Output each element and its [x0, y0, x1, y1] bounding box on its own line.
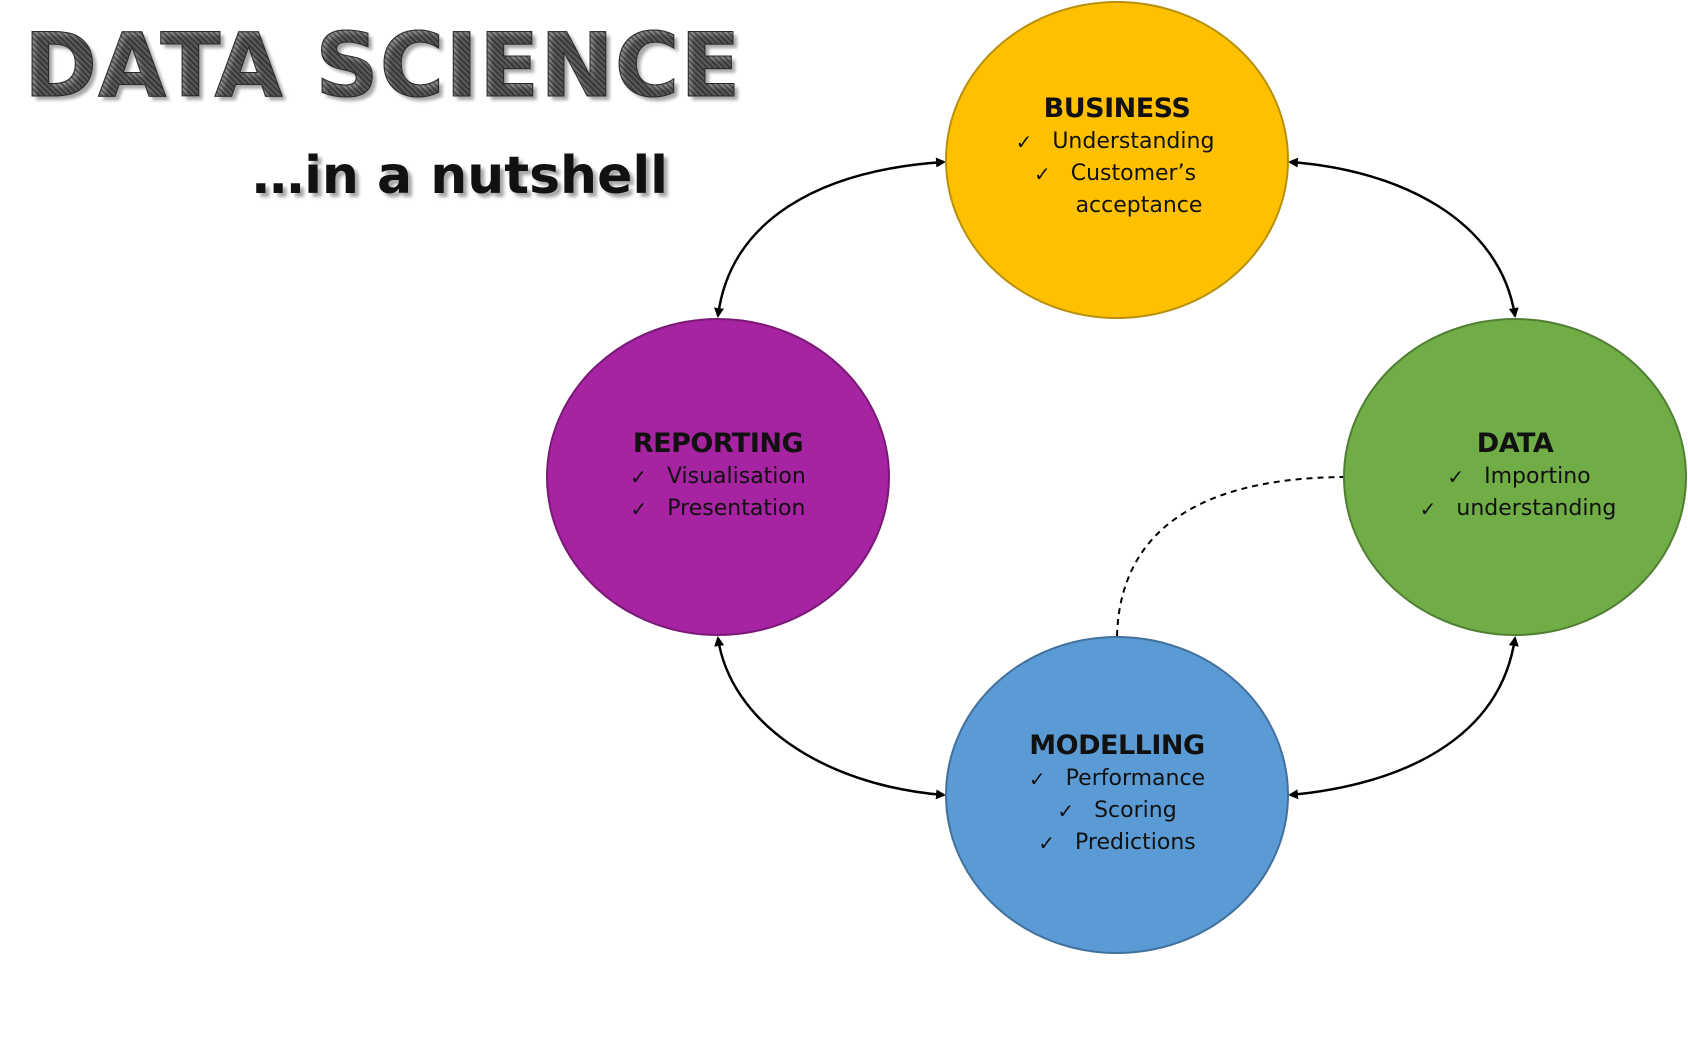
- reporting-title: REPORTING: [632, 428, 804, 459]
- modelling-item-label: Scoring: [1094, 798, 1177, 823]
- modelling-item-label: Predictions: [1075, 830, 1196, 855]
- data-item-label: Importino: [1484, 464, 1591, 489]
- cycle-diagram: [546, 1, 1687, 954]
- checkmark-icon: ✓: [1419, 497, 1437, 521]
- business-item: ✓ Customer’s: [1034, 158, 1196, 190]
- modelling-node: MODELLING ✓ Performance ✓ Scoring ✓ Pred…: [946, 729, 1288, 1047]
- checkmark-icon: ✓: [1033, 162, 1051, 186]
- modelling-circle: [945, 636, 1289, 954]
- modelling-item: ✓ Performance: [1029, 763, 1205, 795]
- checkmark-icon: ✓: [630, 497, 648, 521]
- reporting-item: ✓ Visualisation: [630, 461, 806, 493]
- modelling-item-label: Performance: [1065, 766, 1206, 791]
- business-circle: [945, 1, 1289, 319]
- checkmark-icon: ✓: [1038, 831, 1055, 855]
- data-circle: [1343, 318, 1687, 636]
- reporting-node: REPORTING ✓ Visualisation ✓ Presentation: [547, 427, 889, 745]
- business-node: BUSINESS ✓ Understanding ✓ Customer’s ac…: [946, 92, 1288, 410]
- arrow-reporting-modelling: [714, 636, 946, 800]
- checkmark-icon: ✓: [1028, 767, 1046, 791]
- modelling-item: ✓ Scoring: [1057, 795, 1176, 827]
- arrow-modelling-data: [1288, 636, 1519, 800]
- reporting-circle: [546, 318, 890, 636]
- reporting-item-label: Presentation: [667, 496, 806, 521]
- business-title: BUSINESS: [1043, 93, 1191, 124]
- business-item: ✓ Understanding: [1016, 126, 1215, 158]
- modelling-title: MODELLING: [1029, 730, 1205, 761]
- data-node: DATA ✓ Importino ✓ understanding: [1344, 427, 1686, 745]
- dashed-link-modelling-data: [1116, 476, 1345, 637]
- reporting-item: ✓ Presentation: [631, 493, 806, 525]
- checkmark-icon: ✓: [1015, 130, 1033, 154]
- checkmark-icon: ✓: [630, 465, 647, 489]
- data-item: ✓ Importino: [1447, 461, 1590, 493]
- modelling-item: ✓ Predictions: [1038, 827, 1196, 859]
- checkmark-icon: ✓: [1057, 799, 1075, 823]
- reporting-item-label: Visualisation: [666, 464, 806, 489]
- arrow-reporting-business: [714, 157, 946, 318]
- diagram-subtitle: …in a nutshell: [252, 146, 668, 206]
- data-title: DATA: [1476, 428, 1554, 459]
- business-item-label: Customer’s: [1070, 161, 1197, 186]
- arrow-business-data: [1288, 157, 1519, 318]
- data-item: ✓ understanding: [1420, 493, 1617, 525]
- data-item-label: understanding: [1456, 496, 1617, 521]
- diagram-title: DATA SCIENCE: [23, 14, 742, 117]
- business-item-label: Understanding: [1052, 129, 1215, 154]
- business-item-label: acceptance: [1075, 193, 1203, 218]
- business-item-continuation: acceptance: [1076, 190, 1203, 222]
- checkmark-icon: ✓: [1447, 465, 1465, 489]
